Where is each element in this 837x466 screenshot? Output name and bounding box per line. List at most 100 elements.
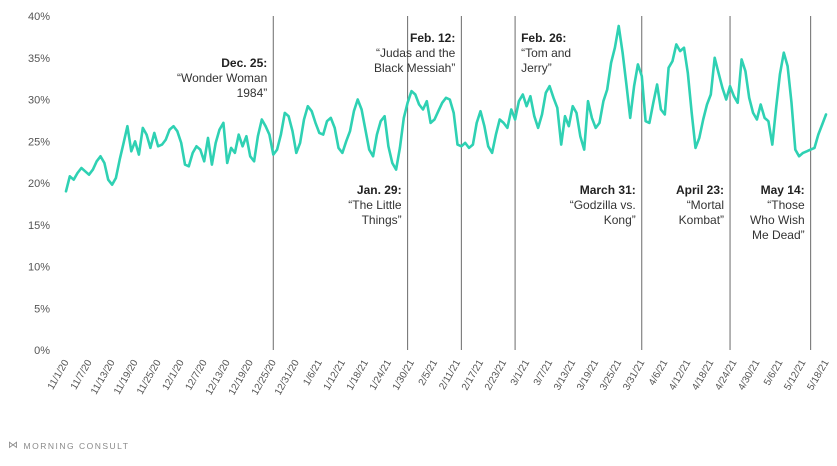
data-point [460, 145, 463, 148]
annotation-date: Jan. 29: [357, 183, 402, 197]
y-tick-label: 0% [34, 345, 50, 357]
y-tick-label: 10% [28, 262, 50, 274]
data-point [441, 101, 444, 104]
data-point [211, 163, 213, 166]
data-point [310, 110, 313, 113]
data-point [364, 128, 367, 131]
data-point [145, 133, 148, 136]
annotation-title: “Godzilla vs. [570, 198, 636, 212]
annotation-title: “Those [767, 198, 805, 212]
data-point [472, 143, 474, 146]
data-point [199, 148, 202, 151]
data-point [583, 148, 586, 151]
data-point [491, 152, 493, 154]
data-point [111, 183, 113, 186]
data-point [283, 112, 286, 114]
annotation-title: “Judas and the [376, 46, 456, 60]
data-point [782, 51, 785, 54]
data-point [376, 133, 378, 136]
x-tick-label: 4/30/21 [736, 358, 762, 393]
footer: ⋈ MORNING CONSULT [8, 440, 129, 451]
data-point [118, 158, 121, 161]
data-point [72, 178, 75, 181]
annotation-title: Kombat” [679, 213, 724, 227]
data-point [318, 132, 321, 134]
data-point [149, 147, 152, 149]
annotation-date: Feb. 12: [410, 31, 455, 45]
annotation-title: Kong” [604, 213, 636, 227]
data-point [130, 150, 133, 153]
data-point [429, 122, 432, 124]
data-point [452, 112, 455, 114]
data-point [587, 100, 589, 103]
data-point [571, 105, 574, 108]
data-point [548, 85, 551, 87]
data-point [633, 85, 635, 87]
x-tick-label: 1/30/21 [391, 358, 417, 393]
y-tick-label: 40% [28, 11, 50, 23]
data-point [625, 83, 628, 86]
data-point [402, 117, 405, 119]
annotation-title: “Tom and [521, 46, 571, 60]
data-point [606, 88, 609, 91]
data-point [329, 117, 332, 119]
data-point [360, 108, 363, 111]
data-point [594, 127, 597, 129]
data-point [544, 91, 547, 94]
data-point [399, 147, 401, 149]
x-tick-label: 5/18/21 [805, 358, 831, 393]
data-point [671, 60, 674, 62]
data-point [591, 117, 593, 119]
y-tick-label: 30% [28, 95, 50, 107]
data-point [487, 145, 490, 148]
data-point [345, 140, 348, 143]
data-point [648, 122, 651, 124]
data-point [541, 113, 543, 116]
x-tick-label: 2/5/21 [417, 358, 441, 388]
data-point [391, 162, 394, 164]
data-point [337, 147, 340, 149]
data-point [495, 133, 497, 136]
data-point [164, 138, 167, 141]
data-point [153, 132, 156, 134]
data-point [99, 155, 102, 158]
data-point [506, 127, 509, 129]
data-point [387, 145, 390, 148]
data-point [353, 110, 355, 113]
data-point [306, 105, 309, 108]
data-point [103, 162, 106, 164]
data-point [468, 147, 470, 149]
data-point [456, 143, 459, 146]
y-axis: 0% 5% 10% 15% 20% 25% 30% 35% 40% [28, 11, 50, 357]
annotation-title: “Mortal [687, 198, 724, 212]
data-point [299, 142, 301, 144]
data-point [92, 168, 94, 171]
data-point [203, 160, 206, 163]
data-point [729, 85, 731, 87]
data-point [218, 128, 221, 131]
y-tick-label: 35% [28, 53, 50, 65]
data-point [794, 148, 797, 151]
data-point [779, 73, 781, 76]
data-point [556, 106, 559, 109]
data-point [95, 160, 98, 163]
data-point [88, 173, 90, 176]
data-point [498, 118, 501, 121]
data-point [675, 43, 678, 46]
data-point [84, 170, 87, 173]
data-point [660, 108, 662, 111]
data-point [184, 163, 186, 166]
annotation-title: “Wonder Woman [177, 71, 267, 85]
morning-consult-logo-icon: ⋈ [8, 440, 20, 451]
data-point [134, 140, 137, 143]
data-point [349, 130, 351, 133]
data-point [107, 178, 110, 181]
x-tick-label: 3/31/21 [621, 358, 647, 393]
data-point [356, 98, 359, 101]
data-point [502, 122, 505, 124]
data-point [226, 162, 229, 164]
y-tick-label: 25% [28, 136, 50, 148]
data-point [234, 152, 236, 154]
data-point [448, 98, 451, 101]
